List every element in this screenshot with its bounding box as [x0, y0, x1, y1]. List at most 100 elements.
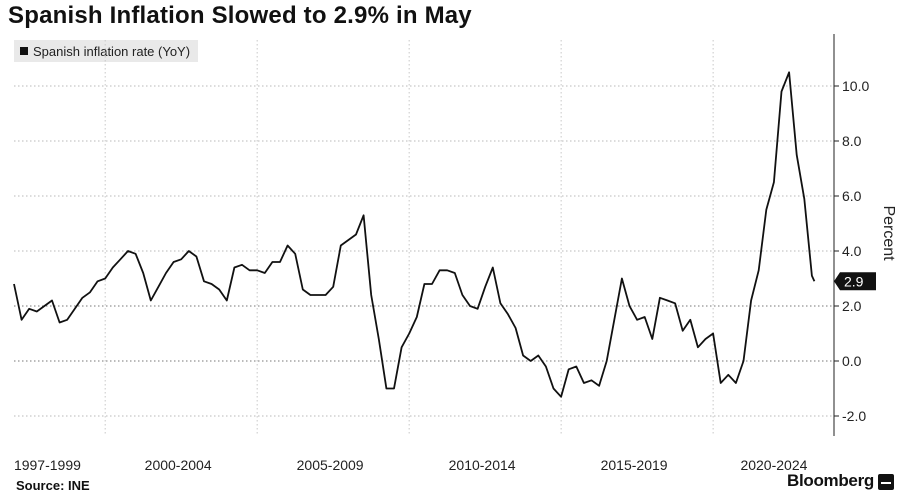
x-tick-label: 2020-2024: [740, 457, 807, 473]
data-point: [279, 261, 281, 263]
data-point: [157, 286, 159, 288]
data-point: [408, 332, 410, 334]
data-point: [765, 209, 767, 211]
data-point: [469, 305, 471, 307]
data-point: [514, 327, 516, 329]
data-point: [742, 360, 744, 362]
data-point: [264, 272, 266, 274]
data-point: [727, 374, 729, 376]
y-axis-label: Percent: [880, 205, 897, 261]
data-point: [507, 313, 509, 315]
y-tick-label: 2.0: [842, 298, 862, 314]
data-point: [241, 264, 243, 266]
data-point: [58, 321, 60, 323]
data-point: [370, 294, 372, 296]
data-point: [119, 258, 121, 260]
data-point: [530, 360, 532, 362]
data-point: [813, 280, 815, 282]
data-point: [210, 283, 212, 285]
last-value-label: 2.9: [834, 272, 876, 291]
data-point: [416, 316, 418, 318]
data-point: [644, 316, 646, 318]
data-point: [438, 269, 440, 271]
data-point: [28, 308, 30, 310]
data-point: [446, 269, 448, 271]
data-point: [332, 286, 334, 288]
data-point: [302, 288, 304, 290]
data-point: [796, 154, 798, 156]
y-tick-label: 4.0: [842, 243, 862, 259]
x-tick-label: 1997-1999: [14, 457, 81, 473]
data-point: [218, 288, 220, 290]
data-point: [484, 286, 486, 288]
data-point: [803, 198, 805, 200]
last-value-text: 2.9: [844, 273, 864, 289]
data-points: [13, 71, 816, 398]
data-point: [195, 255, 197, 257]
x-tick-label: 2010-2014: [449, 457, 516, 473]
y-tick-label: 10.0: [842, 78, 869, 94]
data-point: [66, 319, 68, 321]
data-point: [89, 291, 91, 293]
data-point: [309, 294, 311, 296]
data-point: [476, 308, 478, 310]
data-point: [522, 354, 524, 356]
data-point: [583, 382, 585, 384]
data-point: [13, 283, 15, 285]
data-point: [317, 294, 319, 296]
data-point: [96, 280, 98, 282]
data-point: [271, 261, 273, 263]
data-point: [659, 297, 661, 299]
data-point: [651, 338, 653, 340]
x-tick-label: 2005-2009: [297, 457, 364, 473]
data-point: [773, 181, 775, 183]
data-point: [423, 283, 425, 285]
x-tick-label: 2000-2004: [145, 457, 212, 473]
data-point: [811, 275, 813, 277]
data-point: [712, 332, 714, 334]
data-point: [461, 294, 463, 296]
y-tick-label: -2.0: [842, 408, 866, 424]
data-point: [226, 299, 228, 301]
y-tick-label: 6.0: [842, 188, 862, 204]
data-point: [355, 233, 357, 235]
data-point: [172, 261, 174, 263]
data-point: [492, 266, 494, 268]
y-tick-label: 0.0: [842, 353, 862, 369]
data-point: [20, 319, 22, 321]
x-axis-labels: 1997-1999 2000-2004 2005-2009 2010-2014 2015…: [14, 457, 808, 473]
data-point: [674, 302, 676, 304]
y-tick-label: 8.0: [842, 133, 862, 149]
data-point: [256, 269, 258, 271]
data-point: [499, 302, 501, 304]
data-point: [142, 272, 144, 274]
data-point: [454, 272, 456, 274]
data-point: [385, 387, 387, 389]
data-point: [127, 250, 129, 252]
series-line: [13, 71, 816, 398]
data-point: [636, 319, 638, 321]
data-point: [697, 346, 699, 348]
data-point: [36, 310, 38, 312]
data-point: [537, 354, 539, 356]
data-point: [606, 360, 608, 362]
data-point: [689, 319, 691, 321]
data-point: [188, 250, 190, 252]
data-point: [682, 330, 684, 332]
data-point: [788, 71, 790, 73]
data-point: [545, 365, 547, 367]
period-separators: [104, 40, 714, 436]
data-point: [758, 269, 760, 271]
data-point: [347, 239, 349, 241]
legend-label: Spanish inflation rate (YoY): [33, 43, 191, 59]
y-axis-ticks: -2.0 0.0 2.0 4.0 6.0 8.0 10.0: [834, 78, 869, 424]
data-point: [666, 299, 668, 301]
data-point: [134, 253, 136, 255]
data-point: [248, 269, 250, 271]
data-point: [362, 214, 364, 216]
data-point: [378, 338, 380, 340]
data-point: [400, 346, 402, 348]
data-point: [575, 365, 577, 367]
data-point: [51, 299, 53, 301]
